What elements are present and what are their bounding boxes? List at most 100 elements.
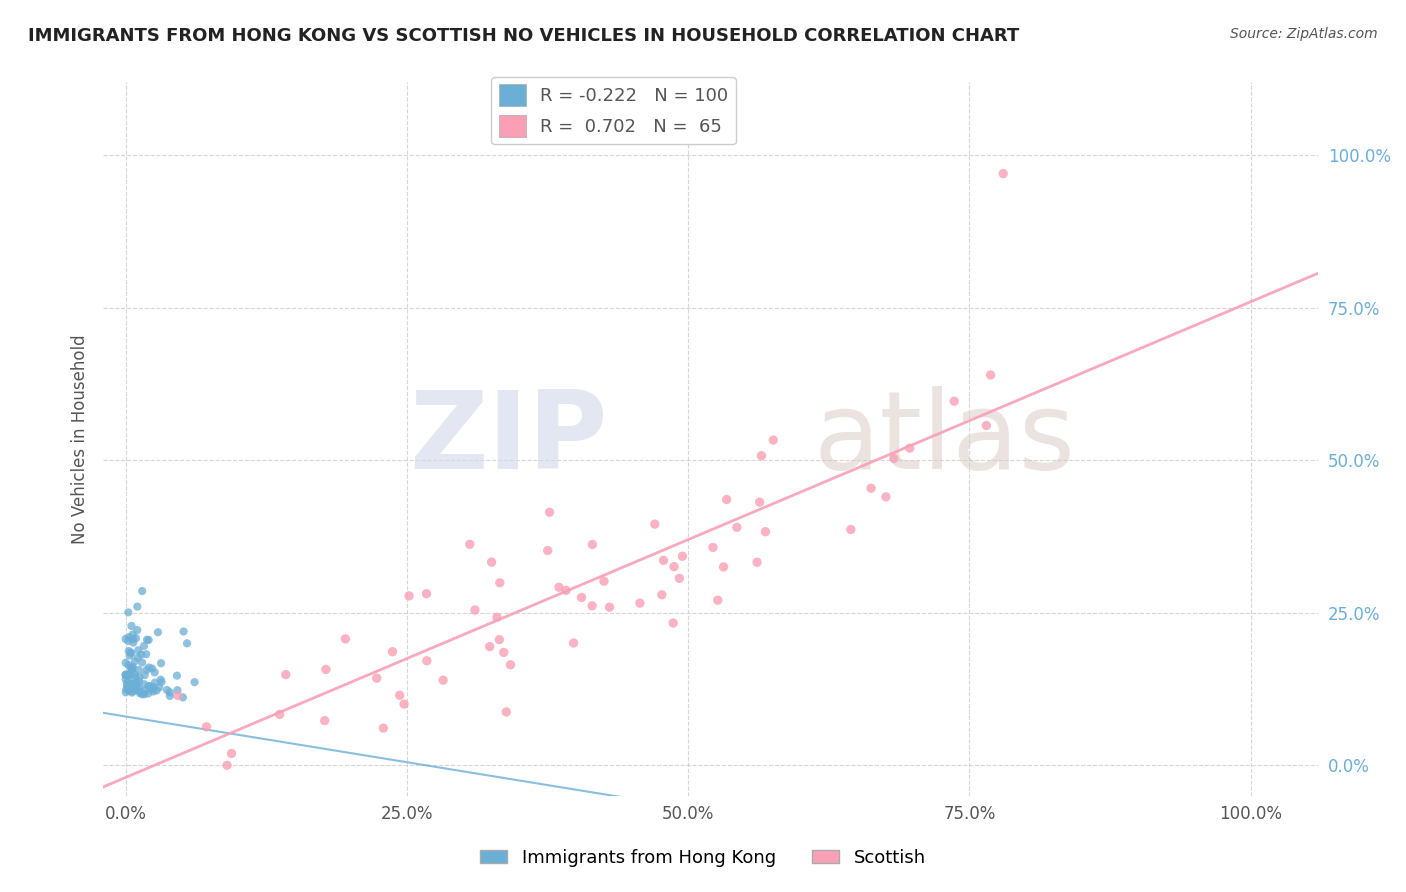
Point	[366, 671, 388, 685]
Point	[118, 630, 141, 644]
Point	[217, 758, 239, 772]
Point	[124, 676, 146, 690]
Point	[748, 495, 770, 509]
Point	[122, 632, 145, 647]
Point	[121, 684, 143, 698]
Point	[668, 571, 690, 585]
Point	[128, 674, 150, 689]
Point	[127, 643, 149, 657]
Point	[121, 685, 143, 699]
Point	[314, 714, 336, 728]
Point	[644, 517, 666, 532]
Point	[114, 685, 136, 699]
Point	[117, 679, 139, 693]
Point	[860, 481, 883, 495]
Point	[117, 634, 139, 648]
Legend: Immigrants from Hong Kong, Scottish: Immigrants from Hong Kong, Scottish	[472, 842, 934, 874]
Point	[121, 661, 143, 675]
Point	[943, 394, 966, 409]
Point	[581, 599, 603, 613]
Text: atlas: atlas	[814, 386, 1076, 492]
Point	[117, 679, 139, 693]
Point	[118, 680, 141, 694]
Point	[134, 668, 156, 682]
Text: Source: ZipAtlas.com: Source: ZipAtlas.com	[1230, 27, 1378, 41]
Point	[121, 627, 143, 641]
Point	[883, 451, 905, 466]
Point	[127, 650, 149, 665]
Point	[118, 668, 141, 682]
Point	[432, 673, 454, 688]
Point	[176, 636, 198, 650]
Point	[114, 632, 136, 646]
Point	[143, 675, 166, 690]
Point	[183, 675, 205, 690]
Point	[392, 697, 415, 711]
Point	[132, 677, 155, 691]
Point	[124, 667, 146, 681]
Point	[114, 667, 136, 681]
Point	[124, 683, 146, 698]
Legend: R = -0.222   N = 100, R =  0.702   N =  65: R = -0.222 N = 100, R = 0.702 N = 65	[492, 77, 735, 145]
Point	[538, 505, 561, 519]
Point	[598, 600, 620, 615]
Point	[138, 660, 160, 674]
Point	[745, 555, 768, 569]
Point	[149, 673, 172, 687]
Point	[128, 681, 150, 696]
Point	[335, 632, 357, 646]
Point	[751, 449, 773, 463]
Point	[124, 654, 146, 668]
Point	[537, 543, 560, 558]
Point	[138, 632, 160, 647]
Point	[754, 524, 776, 539]
Point	[120, 646, 142, 660]
Point	[117, 605, 139, 619]
Point	[762, 433, 785, 447]
Point	[128, 686, 150, 700]
Point	[118, 683, 141, 698]
Point	[481, 555, 503, 569]
Point	[131, 648, 153, 662]
Point	[114, 656, 136, 670]
Point	[315, 662, 337, 676]
Point	[121, 619, 143, 633]
Point	[146, 625, 169, 640]
Point	[150, 674, 173, 689]
Point	[128, 670, 150, 684]
Point	[124, 670, 146, 684]
Point	[122, 635, 145, 649]
Point	[125, 631, 148, 645]
Point	[464, 603, 486, 617]
Point	[125, 675, 148, 690]
Point	[980, 368, 1002, 382]
Point	[415, 587, 437, 601]
Point	[129, 685, 152, 699]
Point	[117, 677, 139, 691]
Point	[373, 721, 395, 735]
Point	[398, 589, 420, 603]
Point	[702, 541, 724, 555]
Point	[134, 687, 156, 701]
Point	[124, 680, 146, 694]
Point	[571, 591, 593, 605]
Text: ZIP: ZIP	[409, 386, 607, 492]
Point	[118, 648, 141, 663]
Point	[135, 663, 157, 677]
Point	[725, 520, 748, 534]
Point	[671, 549, 693, 564]
Point	[555, 583, 578, 598]
Point	[713, 560, 735, 574]
Point	[478, 640, 501, 654]
Point	[150, 657, 173, 671]
Point	[166, 683, 188, 698]
Point	[121, 676, 143, 690]
Point	[652, 553, 675, 567]
Point	[651, 588, 673, 602]
Point	[120, 678, 142, 692]
Point	[118, 679, 141, 693]
Point	[166, 668, 188, 682]
Point	[132, 639, 155, 653]
Point	[121, 663, 143, 677]
Point	[145, 683, 167, 698]
